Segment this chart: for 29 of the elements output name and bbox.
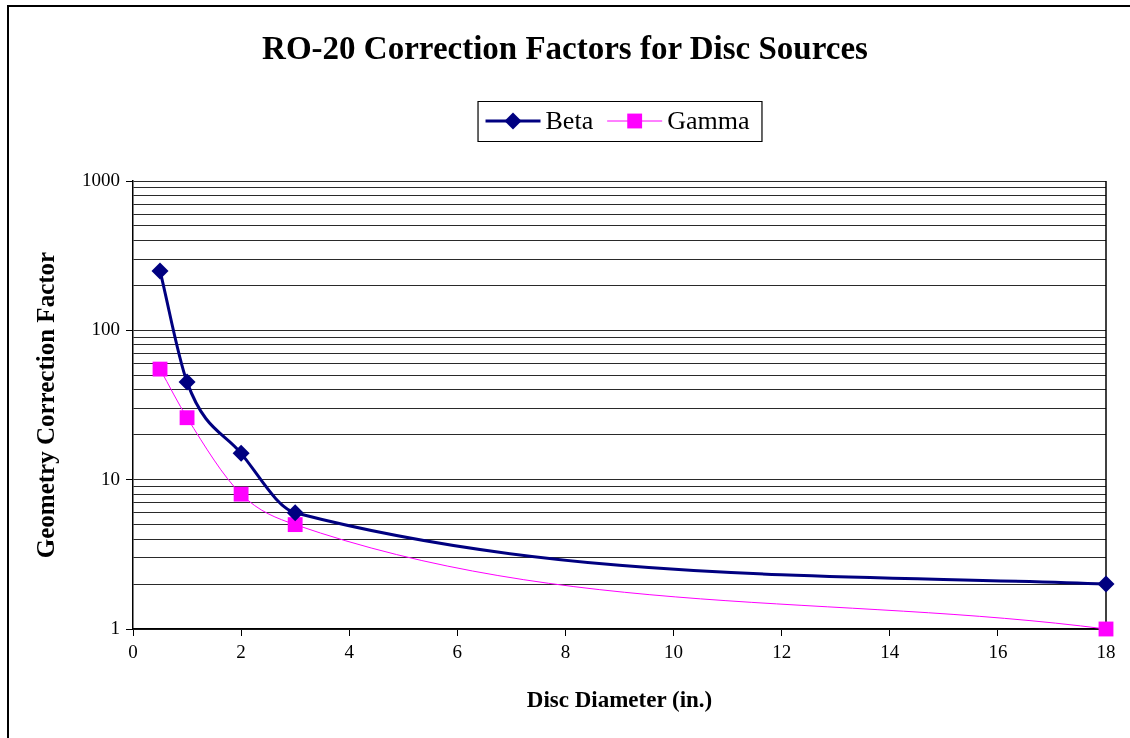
point: [152, 361, 168, 377]
x-tick-label: 14: [880, 641, 900, 663]
point: [179, 410, 195, 426]
y-tick-label: 1: [110, 616, 120, 638]
point: [178, 373, 196, 391]
point: [287, 517, 303, 533]
point: [151, 262, 169, 280]
legend-label: Gamma: [667, 105, 750, 135]
x-tick-label: 8: [560, 641, 571, 663]
x-tick-label: 2: [236, 641, 246, 663]
y-tick-label: 100: [91, 318, 120, 340]
point: [233, 486, 249, 502]
y-axis-title: Geometry Correction Factor: [32, 251, 60, 559]
point: [286, 504, 304, 522]
x-tick-label: 18: [1096, 641, 1116, 663]
point: [232, 444, 250, 462]
x-tick-label: 10: [664, 641, 684, 663]
x-tick-label: 4: [344, 641, 355, 663]
point: [1098, 621, 1114, 637]
chart-title: RO-20 Correction Factors for Disc Sources: [262, 29, 869, 66]
x-tick-label: 16: [988, 641, 1008, 663]
x-tick-label: 0: [128, 641, 138, 663]
point: [1097, 575, 1115, 593]
y-tick-label: 10: [101, 467, 120, 489]
legend-label: Beta: [545, 105, 594, 135]
x-axis-title: Disc Diameter (in.): [526, 687, 713, 713]
y-tick-label: 1000: [82, 168, 120, 190]
x-tick-label: 6: [452, 641, 463, 663]
x-tick-label: 12: [772, 641, 792, 663]
